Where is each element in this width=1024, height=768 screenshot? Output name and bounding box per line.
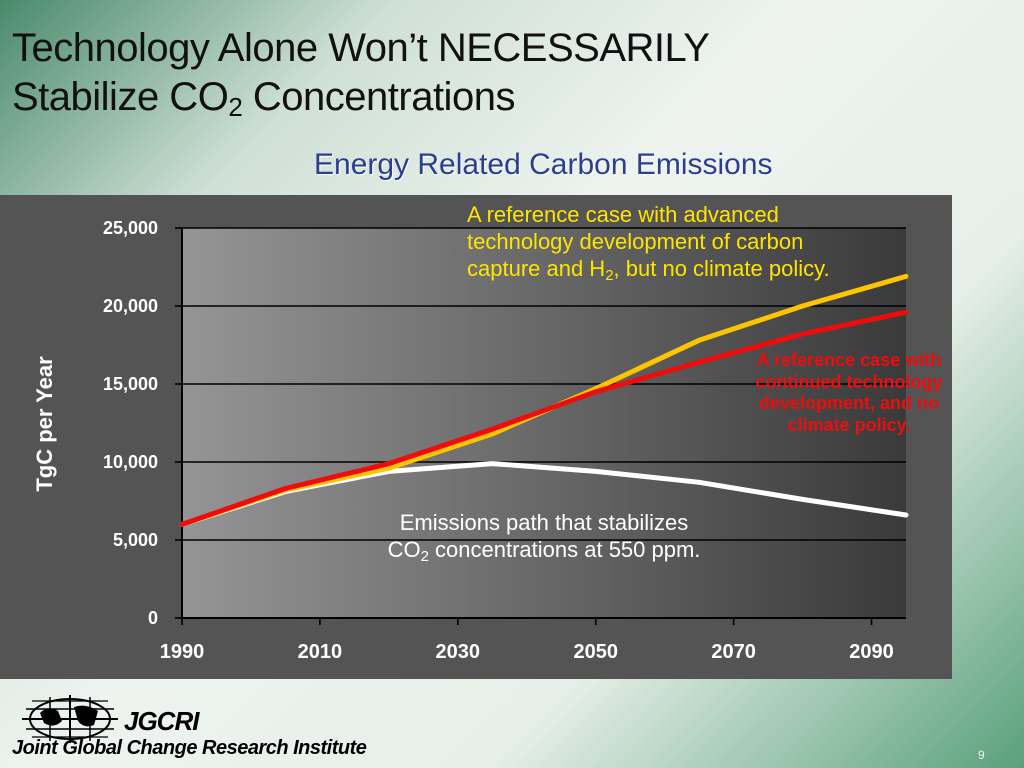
annotation-reference-case: A reference case with continued technolo… bbox=[755, 350, 943, 435]
slide-title-line2-post: Concentrations bbox=[242, 75, 516, 119]
slide-title-line2-pre: Stabilize CO bbox=[12, 75, 229, 119]
reference-series-line bbox=[179, 309, 909, 527]
x-tick-label: 2010 bbox=[298, 641, 343, 663]
annotation-stabilization-line1: Emissions path that stabilizes bbox=[399, 510, 689, 535]
slide-title-subscript: 2 bbox=[228, 92, 243, 122]
line-chart: 0 5,000 10,000 15,000 20,000 25,000 1990 2010 20… bbox=[0, 195, 952, 679]
globe-grid-icon bbox=[22, 695, 118, 743]
chart-title: Energy Related Carbon Emissions bbox=[314, 148, 773, 181]
x-tick-label: 2030 bbox=[436, 641, 481, 663]
y-tick-label: 20,000 bbox=[103, 296, 158, 316]
x-tick-label: 2090 bbox=[849, 641, 894, 663]
x-tick-label: 2050 bbox=[573, 641, 618, 663]
slide-title: Technology Alone Won’t NECESSARILY Stabi… bbox=[12, 24, 710, 132]
annotation-advanced-technology-tail: , but no climate policy. bbox=[613, 256, 830, 281]
org-abbreviation: JGCRI bbox=[124, 706, 199, 736]
annotation-co2-subscript: 2 bbox=[420, 548, 429, 565]
slide-title-line1: Technology Alone Won’t NECESSARILY bbox=[12, 26, 710, 70]
annotation-stabilization-path: Emissions path that stabilizes CO2 conce… bbox=[342, 509, 746, 570]
y-tick-label: 25,000 bbox=[103, 218, 158, 238]
page-number: 9 bbox=[978, 748, 985, 762]
y-tick-label: 15,000 bbox=[103, 374, 158, 394]
x-tick-label: 1990 bbox=[160, 641, 205, 663]
annotation-advanced-technology-text: A reference case with advanced technolog… bbox=[467, 202, 804, 281]
y-tick-label: 0 bbox=[148, 608, 158, 628]
y-tick-label: 10,000 bbox=[103, 452, 158, 472]
y-tick-label: 5,000 bbox=[113, 530, 158, 550]
x-tick-label: 2070 bbox=[711, 641, 756, 663]
plot-area bbox=[182, 228, 906, 618]
org-name: Joint Global Change Research Institute bbox=[12, 737, 367, 759]
y-axis-title: TgC per Year bbox=[32, 356, 57, 492]
annotation-co2-pre: CO bbox=[387, 537, 421, 562]
annotation-advanced-technology: A reference case with advanced technolog… bbox=[467, 201, 867, 289]
annotation-h2-subscript: 2 bbox=[605, 267, 614, 284]
annotation-co2-post: concentrations at 550 ppm. bbox=[428, 537, 701, 562]
